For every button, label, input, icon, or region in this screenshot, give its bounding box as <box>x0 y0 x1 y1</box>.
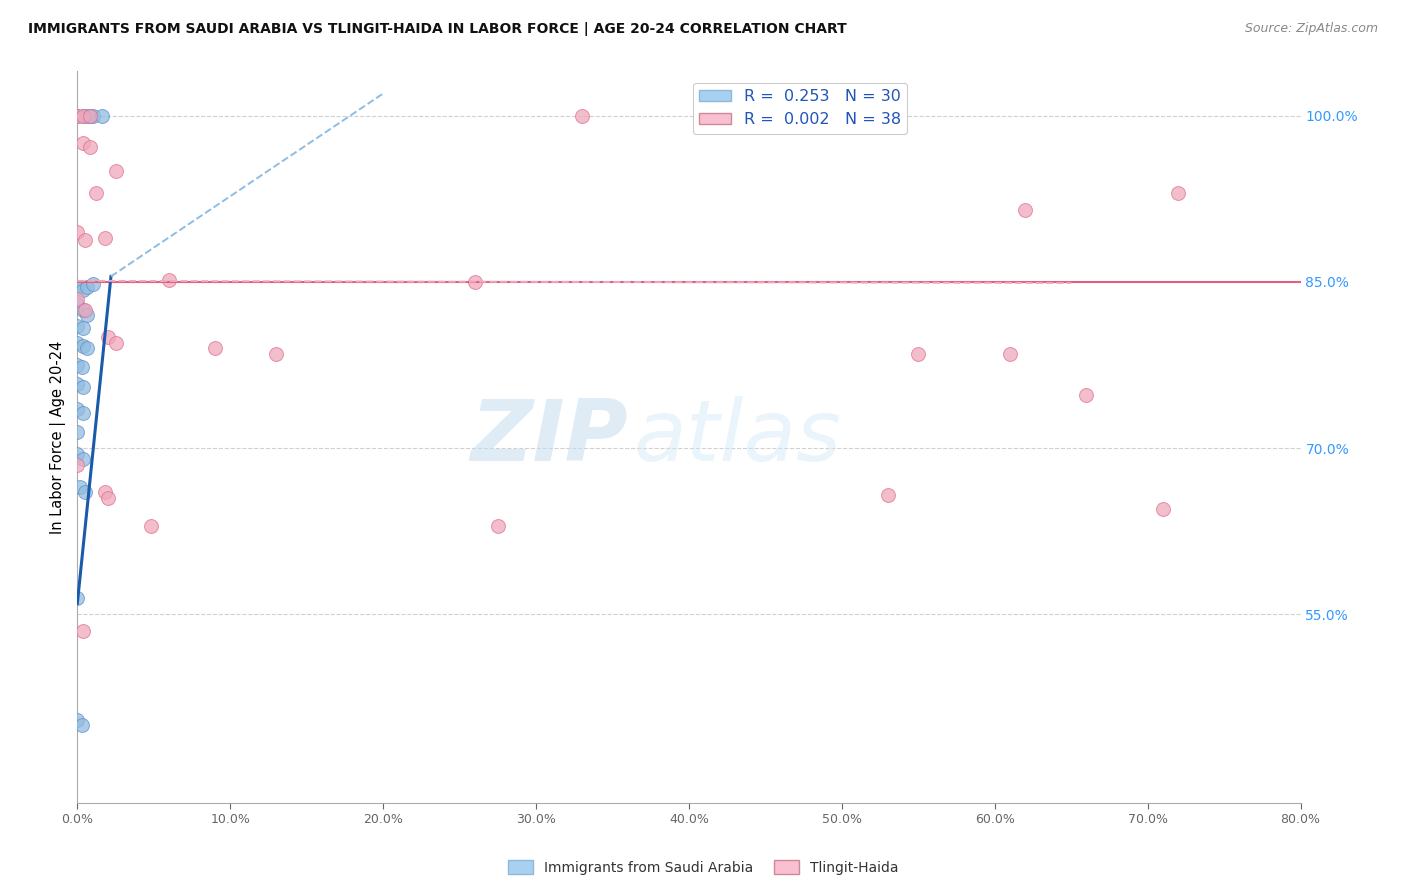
Text: atlas: atlas <box>634 395 842 479</box>
Y-axis label: In Labor Force | Age 20-24: In Labor Force | Age 20-24 <box>51 341 66 533</box>
Point <box>66 376 89 391</box>
Point <box>66 402 89 417</box>
Point <box>94 485 117 500</box>
Point <box>90 109 112 123</box>
Point <box>66 109 89 123</box>
Point <box>66 425 89 439</box>
Point <box>1152 502 1174 516</box>
Point <box>70 718 93 732</box>
Point <box>72 109 94 123</box>
Point <box>66 297 89 311</box>
Point <box>66 447 89 461</box>
Point <box>76 109 98 123</box>
Point <box>907 347 929 361</box>
Point <box>66 292 89 306</box>
Point <box>66 591 89 605</box>
Legend: R =  0.253   N = 30, R =  0.002   N = 38: R = 0.253 N = 30, R = 0.002 N = 38 <box>693 83 907 134</box>
Text: Source: ZipAtlas.com: Source: ZipAtlas.com <box>1244 22 1378 36</box>
Point <box>66 319 89 334</box>
Point <box>66 335 89 350</box>
Point <box>66 358 89 372</box>
Point <box>73 233 96 247</box>
Point <box>72 136 94 151</box>
Point <box>72 452 94 467</box>
Point <box>72 109 94 123</box>
Point <box>69 480 91 494</box>
Point <box>66 109 89 123</box>
Point <box>204 342 226 356</box>
Point <box>82 109 104 123</box>
Point <box>66 225 89 239</box>
Point <box>79 109 101 123</box>
Point <box>486 518 509 533</box>
Text: IMMIGRANTS FROM SAUDI ARABIA VS TLINGIT-HAIDA IN LABOR FORCE | AGE 20-24 CORRELA: IMMIGRANTS FROM SAUDI ARABIA VS TLINGIT-… <box>28 22 846 37</box>
Point <box>94 230 117 244</box>
Point <box>97 330 120 344</box>
Point <box>72 339 94 353</box>
Point <box>82 277 104 292</box>
Point <box>73 485 96 500</box>
Legend: Immigrants from Saudi Arabia, Tlingit-Haida: Immigrants from Saudi Arabia, Tlingit-Ha… <box>502 855 904 880</box>
Point <box>66 713 89 727</box>
Point <box>72 624 94 638</box>
Point <box>66 458 89 472</box>
Point <box>72 380 94 394</box>
Point <box>1014 202 1036 217</box>
Point <box>66 280 89 294</box>
Point <box>76 280 98 294</box>
Point <box>73 302 96 317</box>
Point <box>72 302 94 317</box>
Point <box>571 109 593 123</box>
Point <box>76 342 98 356</box>
Text: ZIP: ZIP <box>470 395 628 479</box>
Point <box>876 488 898 502</box>
Point <box>1076 388 1098 402</box>
Point <box>97 491 120 505</box>
Point <box>264 347 287 361</box>
Point <box>139 518 162 533</box>
Point <box>1167 186 1189 201</box>
Point <box>157 273 180 287</box>
Point <box>464 275 486 289</box>
Point <box>70 360 93 375</box>
Point <box>72 406 94 420</box>
Point <box>79 139 101 153</box>
Point <box>104 335 127 350</box>
Point <box>998 347 1021 361</box>
Point <box>84 186 107 201</box>
Point <box>104 164 127 178</box>
Point <box>76 308 98 322</box>
Point <box>72 321 94 335</box>
Point <box>79 109 101 123</box>
Point <box>72 283 94 297</box>
